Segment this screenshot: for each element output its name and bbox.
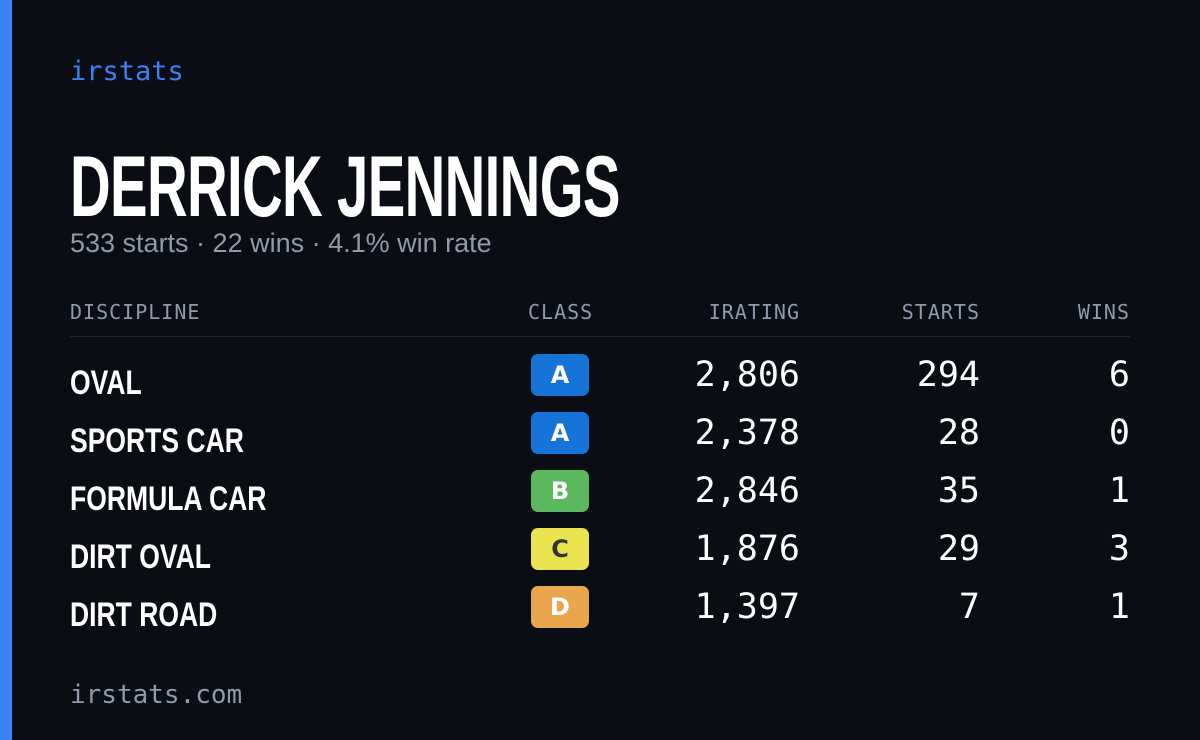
starts: 29 — [937, 529, 980, 569]
starts: 35 — [937, 471, 980, 511]
starts: 294 — [916, 355, 980, 395]
column-header: DISCIPLINE — [70, 300, 201, 324]
starts: 28 — [937, 413, 980, 453]
column-header: IRATING — [708, 300, 800, 324]
accent-strip — [0, 0, 12, 740]
discipline: FORMULA CAR — [70, 480, 267, 518]
discipline: DIRT OVAL — [70, 538, 211, 576]
irating: 2,846 — [694, 471, 800, 511]
wins: 0 — [1108, 413, 1130, 453]
discipline: SPORTS CAR — [70, 422, 244, 460]
starts: 7 — [958, 587, 980, 627]
class-badge: A — [531, 354, 589, 396]
column-header: CLASS — [528, 300, 594, 324]
class-badge: D — [531, 586, 589, 628]
class-badge: A — [531, 412, 589, 454]
wins: 1 — [1108, 471, 1130, 511]
wins: 3 — [1108, 529, 1130, 569]
brand: irstats — [70, 56, 184, 87]
driver-name: DERRICK JENNINGS — [70, 139, 620, 235]
irating: 2,378 — [694, 413, 800, 453]
wins: 1 — [1108, 587, 1130, 627]
class-badge: C — [531, 528, 589, 570]
column-header: WINS — [1077, 300, 1130, 324]
irating: 1,876 — [694, 529, 800, 569]
footer: irstats.com — [70, 680, 243, 710]
discipline: DIRT ROAD — [70, 596, 218, 634]
class-badge: B — [531, 470, 589, 512]
header-rule — [70, 336, 1130, 337]
discipline: OVAL — [70, 364, 142, 402]
irating: 1,397 — [694, 587, 800, 627]
wins: 6 — [1108, 355, 1130, 395]
irating: 2,806 — [694, 355, 800, 395]
column-header: STARTS — [901, 300, 980, 324]
subtitle: 533 starts · 22 wins · 4.1% win rate — [70, 228, 492, 258]
